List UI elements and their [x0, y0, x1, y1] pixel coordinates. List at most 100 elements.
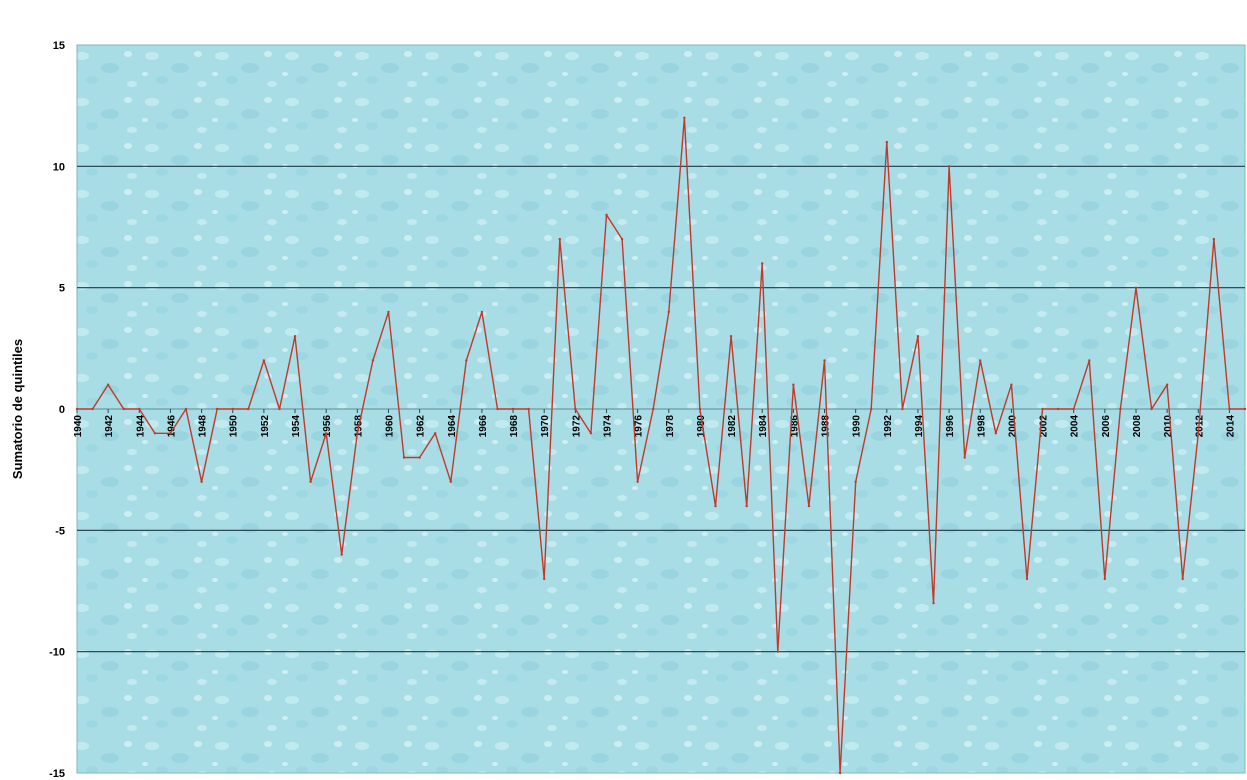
- data-point: [106, 383, 110, 386]
- data-point: [932, 601, 935, 605]
- data-point: [293, 335, 297, 338]
- x-tick-label: 2012: [1194, 415, 1205, 438]
- data-point: [91, 407, 94, 411]
- x-tick-label: 1970: [540, 415, 551, 438]
- y-tick-label: 0: [59, 404, 65, 416]
- x-tick-label: 1998: [976, 415, 987, 438]
- data-point: [138, 407, 141, 411]
- data-point: [1181, 577, 1184, 581]
- x-tick-label: 1942: [104, 415, 115, 438]
- data-point: [465, 359, 468, 362]
- x-tick-label: 1950: [229, 415, 240, 438]
- x-tick-label: 1962: [416, 415, 427, 438]
- x-tick-label: 1964: [447, 415, 458, 438]
- x-tick-label: 1956: [322, 415, 333, 438]
- data-point: [387, 310, 390, 314]
- series-line: [75, 116, 1247, 775]
- data-point: [1010, 383, 1013, 386]
- data-point: [605, 213, 608, 217]
- data-point: [371, 359, 375, 362]
- data-point: [449, 480, 452, 483]
- x-tick-label: 2002: [1039, 415, 1050, 438]
- x-tick-label: 1996: [945, 415, 956, 438]
- x-tick-label: 2008: [1132, 415, 1143, 438]
- data-point: [527, 407, 530, 411]
- data-point: [418, 456, 421, 459]
- data-point: [901, 407, 904, 411]
- data-point: [309, 480, 312, 483]
- data-point: [169, 432, 172, 435]
- data-point: [870, 407, 873, 411]
- data-point: [807, 504, 811, 508]
- data-point: [433, 432, 437, 435]
- data-point: [994, 432, 998, 435]
- data-point: [200, 480, 203, 483]
- x-axis: 1940 1942 1944 1946 1948 1950 1952 1954 1956 1958…: [73, 408, 1245, 438]
- data-point: [636, 480, 639, 483]
- data-point: [1025, 577, 1029, 581]
- data-point: [215, 407, 219, 411]
- data-point: [979, 359, 982, 362]
- data-point: [963, 456, 966, 459]
- data-point: [340, 553, 343, 556]
- data-point: [1212, 237, 1216, 241]
- data-point: [823, 359, 826, 362]
- x-tick-label: 1948: [198, 415, 209, 438]
- x-tick-label: 1944: [135, 415, 146, 438]
- data-point: [745, 504, 748, 508]
- x-tick-label: 1946: [166, 415, 177, 438]
- x-tick-label: 1972: [571, 415, 582, 438]
- data-point: [1134, 286, 1138, 289]
- y-tick-label: 5: [59, 283, 65, 295]
- data-point: [854, 480, 857, 483]
- x-tick-label: 2014: [1225, 415, 1236, 438]
- data-point: [122, 407, 125, 411]
- data-point: [947, 165, 951, 168]
- x-tick-label: 1982: [727, 415, 738, 438]
- data-point: [402, 456, 406, 459]
- data-point: [792, 383, 795, 386]
- data-point: [838, 771, 842, 775]
- data-point: [324, 432, 328, 435]
- data-point: [511, 407, 515, 411]
- data-point: [278, 407, 281, 411]
- y-tick-label: 10: [53, 161, 65, 173]
- data-point: [776, 650, 779, 653]
- data-point: [184, 407, 188, 411]
- x-tick-label: 2004: [1070, 415, 1081, 438]
- x-tick-label: 1994: [914, 415, 925, 438]
- data-point: [1150, 407, 1153, 411]
- series-polyline: [77, 117, 1245, 774]
- data-point: [247, 407, 250, 411]
- data-point: [761, 262, 764, 265]
- x-tick-label: 1940: [73, 415, 84, 438]
- y-tick-label: -15: [49, 768, 65, 780]
- data-point: [543, 577, 546, 581]
- data-point: [1119, 407, 1122, 411]
- y-axis: -15 -10 -5 0 5 10 15: [49, 40, 65, 780]
- x-tick-label: 1952: [260, 415, 271, 438]
- data-point: [1165, 383, 1169, 386]
- y-axis-label: Sumatorio de quintiles: [10, 339, 25, 479]
- y-tick-label: 15: [53, 40, 65, 52]
- data-point: [667, 310, 670, 314]
- x-tick-label: 2000: [1007, 415, 1018, 438]
- data-point: [1197, 432, 1200, 435]
- data-point: [1088, 359, 1091, 362]
- data-point: [231, 407, 234, 411]
- data-point: [683, 116, 686, 120]
- x-tick-label: 1990: [852, 415, 863, 438]
- data-point: [1041, 407, 1044, 411]
- y-tick-label: -5: [55, 525, 65, 537]
- data-point: [698, 407, 702, 411]
- x-tick-label: 1960: [384, 415, 395, 438]
- data-point: [652, 407, 655, 411]
- data-point: [916, 335, 920, 338]
- data-point: [480, 310, 484, 314]
- data-point: [262, 359, 266, 362]
- x-tick-label: 1954: [291, 415, 302, 438]
- x-tick-label: 1976: [634, 415, 645, 438]
- data-point: [1072, 407, 1075, 411]
- x-tick-label: 1968: [509, 415, 520, 438]
